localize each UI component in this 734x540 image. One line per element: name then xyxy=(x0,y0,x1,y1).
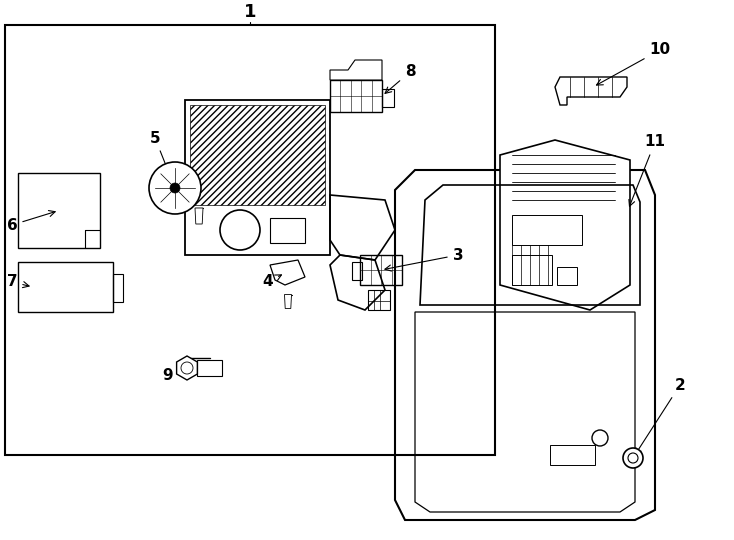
Text: 2: 2 xyxy=(635,377,686,455)
Bar xyxy=(18,173,100,248)
Text: 5: 5 xyxy=(150,131,174,184)
Text: 11: 11 xyxy=(629,134,666,206)
Polygon shape xyxy=(195,208,203,224)
Bar xyxy=(5,25,495,455)
Text: 6: 6 xyxy=(7,211,55,233)
Bar xyxy=(330,80,382,112)
Text: 1: 1 xyxy=(244,3,256,21)
Polygon shape xyxy=(500,140,630,310)
Circle shape xyxy=(170,183,180,193)
Text: 4: 4 xyxy=(263,274,281,289)
Text: 8: 8 xyxy=(385,64,415,93)
Bar xyxy=(113,274,123,302)
Circle shape xyxy=(623,448,643,468)
Text: 10: 10 xyxy=(597,43,671,85)
Bar xyxy=(368,290,390,310)
Text: 9: 9 xyxy=(163,367,193,382)
Bar xyxy=(557,267,577,285)
Bar xyxy=(197,360,222,376)
Bar xyxy=(382,89,394,107)
Circle shape xyxy=(149,162,201,214)
Bar xyxy=(360,255,402,285)
Bar xyxy=(512,255,552,285)
Bar xyxy=(270,218,305,243)
Bar xyxy=(18,262,113,312)
Bar xyxy=(550,445,595,465)
Polygon shape xyxy=(330,60,382,80)
Bar xyxy=(190,105,325,205)
Text: 3: 3 xyxy=(385,247,463,271)
Bar xyxy=(352,262,362,280)
Bar xyxy=(512,215,582,245)
Text: 7: 7 xyxy=(7,274,29,289)
Polygon shape xyxy=(177,356,197,380)
Polygon shape xyxy=(555,77,627,105)
Polygon shape xyxy=(285,294,291,308)
Bar xyxy=(185,100,330,255)
